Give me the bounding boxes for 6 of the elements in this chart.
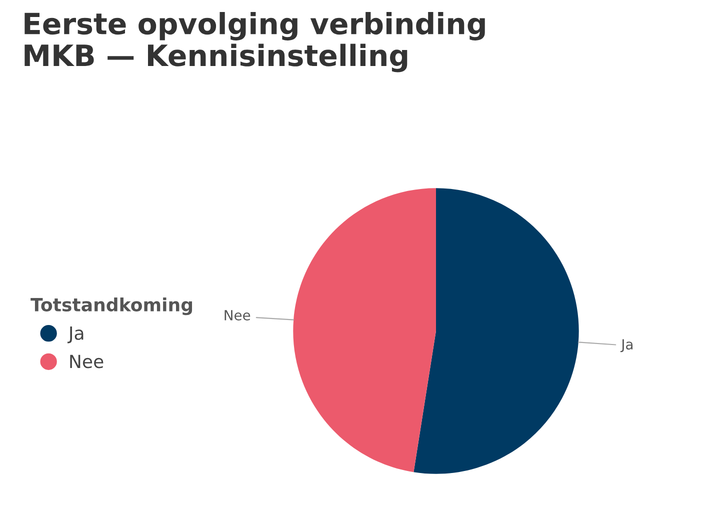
chart-title: Eerste opvolging verbinding MKB — Kennisinstelling [24,12,485,72]
slice-label: Nee [224,310,250,320]
legend-title: Totstandkoming [30,298,192,316]
slice-label: Ja [620,339,632,352]
legend-label: Nee [70,354,104,368]
legend-label: Ja [67,326,84,344]
